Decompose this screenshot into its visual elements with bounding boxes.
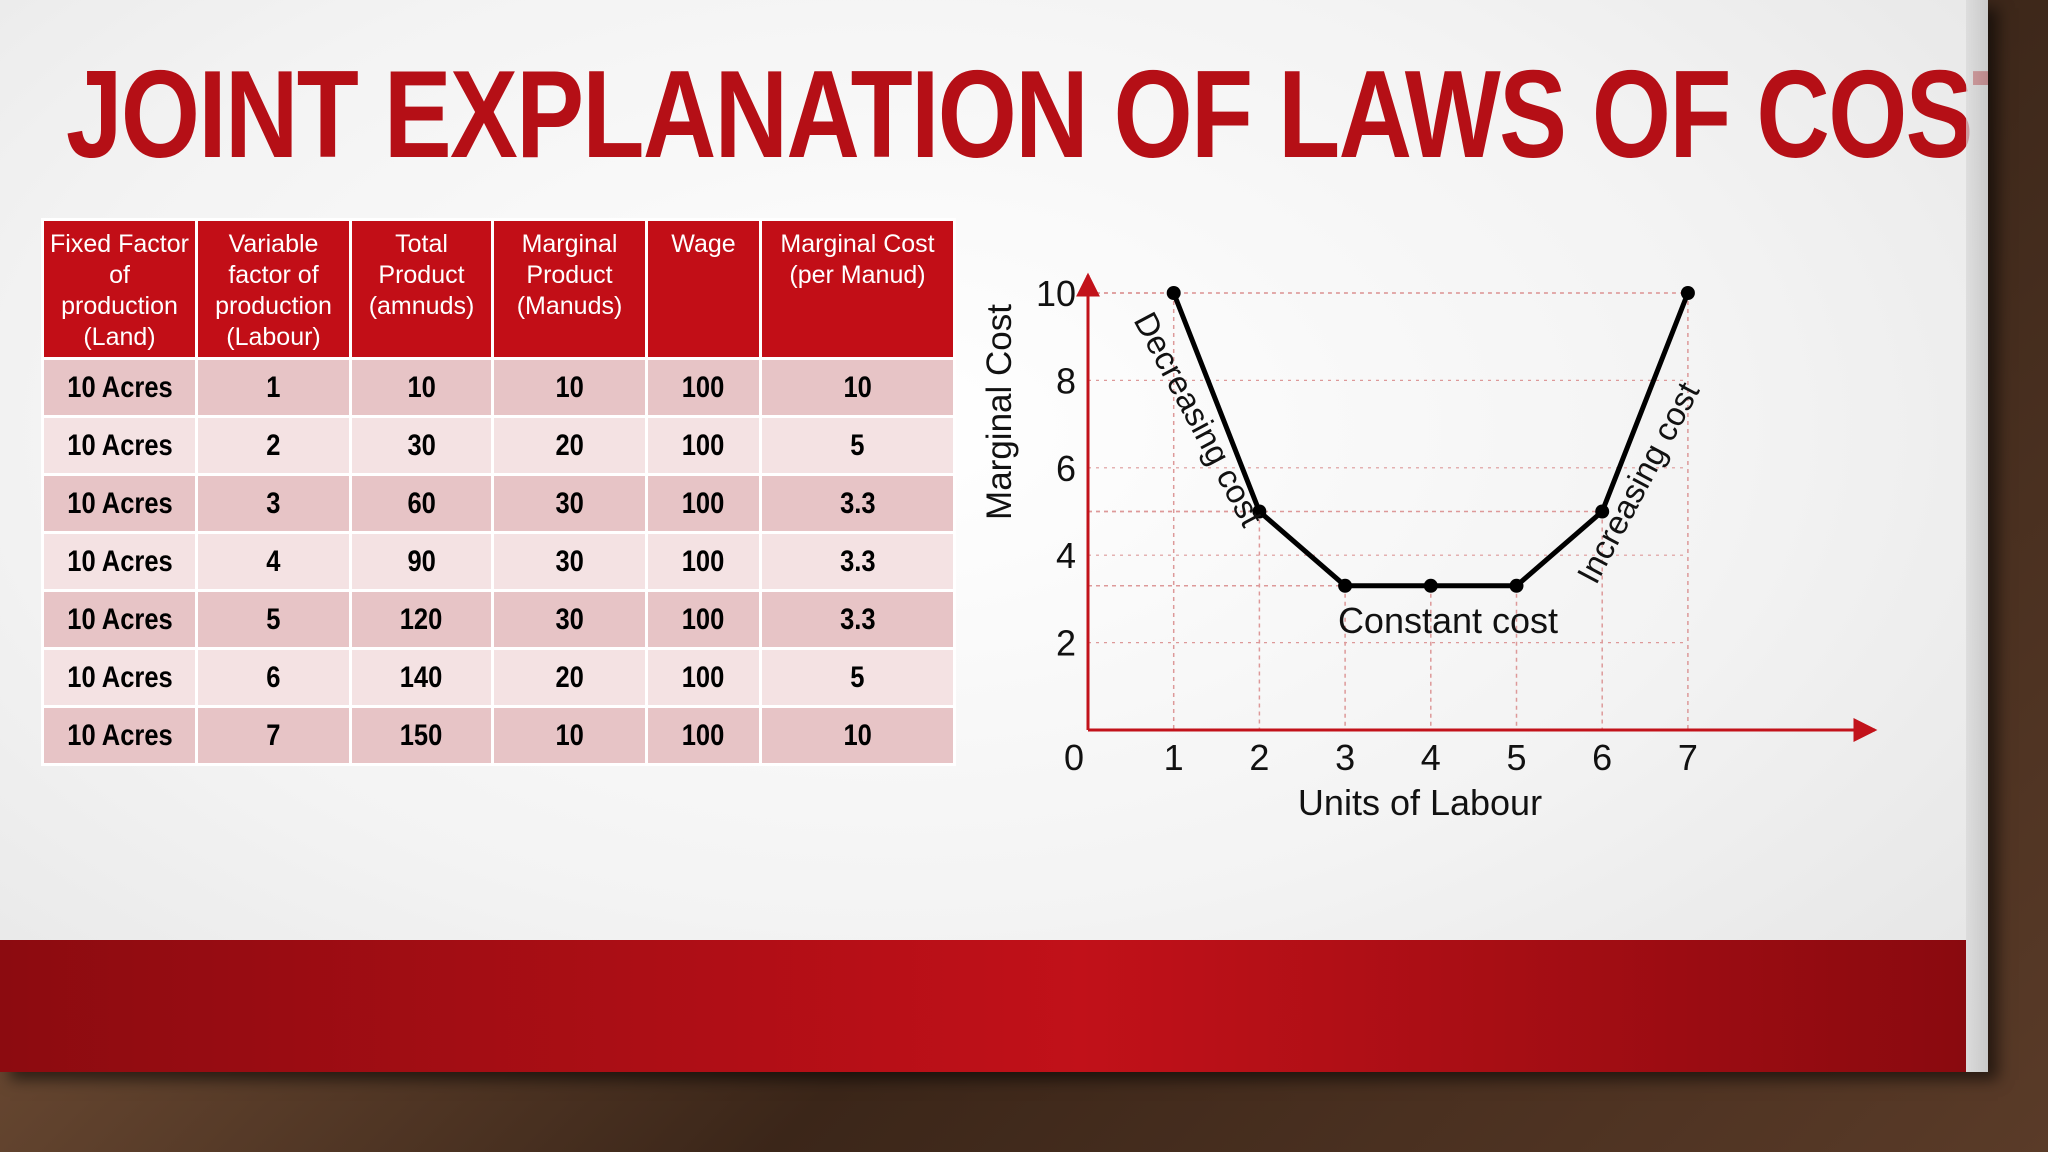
y-tick-label: 6 [1056, 448, 1076, 489]
table-cell: 10 [491, 705, 648, 766]
table-cell: 6 [195, 647, 352, 708]
marginal-cost-chart: 0 1 2 3 4 5 6 7 2 4 6 8 10 Marginal Cost Units of La… [980, 272, 1878, 823]
x-tick-label: 1 [1164, 737, 1184, 778]
table-cell: 4 [195, 531, 352, 592]
data-point [1423, 578, 1438, 593]
slide-frame-edge [1966, 0, 1988, 1072]
data-points [1166, 286, 1695, 593]
annotation-decreasing-cost: Decreasing cost [1127, 306, 1271, 532]
table-cell: 2 [195, 415, 352, 476]
data-point [1252, 504, 1267, 519]
table-row: 10 Acres 2 30 20 100 5 [41, 415, 956, 476]
footer-band [0, 940, 1966, 1072]
guide-lines [1088, 292, 1689, 730]
table-cell: 30 [349, 415, 494, 476]
table-header-row: Fixed Factor of production (Land) Variab… [41, 218, 956, 360]
table-cell: 100 [645, 357, 762, 418]
header-wage: Wage [645, 218, 762, 360]
table-cell: 3 [195, 473, 352, 534]
table-cell: 30 [491, 473, 648, 534]
x-tick-label: 4 [1421, 737, 1441, 778]
header-marginal-cost: Marginal Cost (per Manud) [759, 218, 956, 360]
table-cell: 10 [759, 705, 956, 766]
x-tick-label: 3 [1335, 737, 1355, 778]
y-tick-label: 4 [1056, 535, 1076, 576]
table-cell: 20 [491, 647, 648, 708]
annotation-constant-cost: Constant cost [1338, 600, 1558, 641]
table-cell: 10 Acres [41, 357, 198, 418]
table-cell: 10 Acres [41, 705, 198, 766]
table-cell: 100 [645, 589, 762, 650]
table-cell: 10 Acres [41, 415, 198, 476]
y-tick-label: 10 [1036, 273, 1076, 314]
table-cell: 5 [195, 589, 352, 650]
y-tick-label: 2 [1056, 623, 1076, 664]
data-point [1680, 286, 1695, 300]
table-cell: 30 [491, 531, 648, 592]
slide: JOINT EXPLANATION OF LAWS OF COST Fixed … [0, 0, 1988, 1072]
table-cell: 3.3 [759, 473, 956, 534]
table-cell: 3.3 [759, 589, 956, 650]
table-cell: 5 [759, 647, 956, 708]
x-tick-label: 6 [1592, 737, 1612, 778]
x-tick-label: 7 [1678, 737, 1698, 778]
annotation-increasing-cost: Increasing cost [1570, 376, 1707, 589]
header-total-product: Total Product (amnuds) [349, 218, 494, 360]
table-cell: 10 [491, 357, 648, 418]
table-cell: 10 [759, 357, 956, 418]
x-tick-label: 0 [1064, 737, 1084, 778]
table-cell: 140 [349, 647, 494, 708]
table-cell: 90 [349, 531, 494, 592]
table-cell: 10 Acres [41, 473, 198, 534]
table-cell: 150 [349, 705, 494, 766]
header-variable-factor: Variable factor of production (Labour) [195, 218, 352, 360]
cost-table: Fixed Factor of production (Land) Variab… [41, 218, 956, 766]
data-point [1595, 504, 1610, 519]
tick-labels: 0 1 2 3 4 5 6 7 2 4 6 8 10 [1036, 273, 1698, 778]
table-row: 10 Acres 6 140 20 100 5 [41, 647, 956, 708]
table-cell: 1 [195, 357, 352, 418]
table-row: 10 Acres 5 120 30 100 3.3 [41, 589, 956, 650]
x-tick-label: 2 [1249, 737, 1269, 778]
table-cell: 100 [645, 473, 762, 534]
table-cell: 120 [349, 589, 494, 650]
header-fixed-factor: Fixed Factor of production (Land) [41, 218, 198, 360]
table-cell: 100 [645, 415, 762, 476]
x-tick-label: 5 [1506, 737, 1526, 778]
table-cell: 10 [349, 357, 494, 418]
table-cell: 7 [195, 705, 352, 766]
x-axis-label: Units of Labour [1298, 782, 1542, 823]
y-axis-label: Marginal Cost [980, 304, 1019, 520]
header-marginal-product: Marginal Product (Manuds) [491, 218, 648, 360]
table-row: 10 Acres 3 60 30 100 3.3 [41, 473, 956, 534]
table-cell: 10 Acres [41, 589, 198, 650]
table-cell: 5 [759, 415, 956, 476]
table-row: 10 Acres 1 10 10 100 10 [41, 357, 956, 418]
table-cell: 10 Acres [41, 531, 198, 592]
table-cell: 3.3 [759, 531, 956, 592]
y-tick-label: 8 [1056, 360, 1076, 401]
table-cell: 20 [491, 415, 648, 476]
table-cell: 100 [645, 647, 762, 708]
data-point [1509, 578, 1524, 593]
slide-title: JOINT EXPLANATION OF LAWS OF COST [66, 46, 1988, 184]
data-point [1338, 578, 1353, 593]
table-row: 10 Acres 7 150 10 100 10 [41, 705, 956, 766]
chart-axes [1076, 272, 1878, 742]
table-row: 10 Acres 4 90 30 100 3.3 [41, 531, 956, 592]
table-cell: 10 Acres [41, 647, 198, 708]
table-cell: 30 [491, 589, 648, 650]
table-cell: 100 [645, 531, 762, 592]
data-point [1166, 286, 1181, 300]
table-cell: 100 [645, 705, 762, 766]
table-cell: 60 [349, 473, 494, 534]
